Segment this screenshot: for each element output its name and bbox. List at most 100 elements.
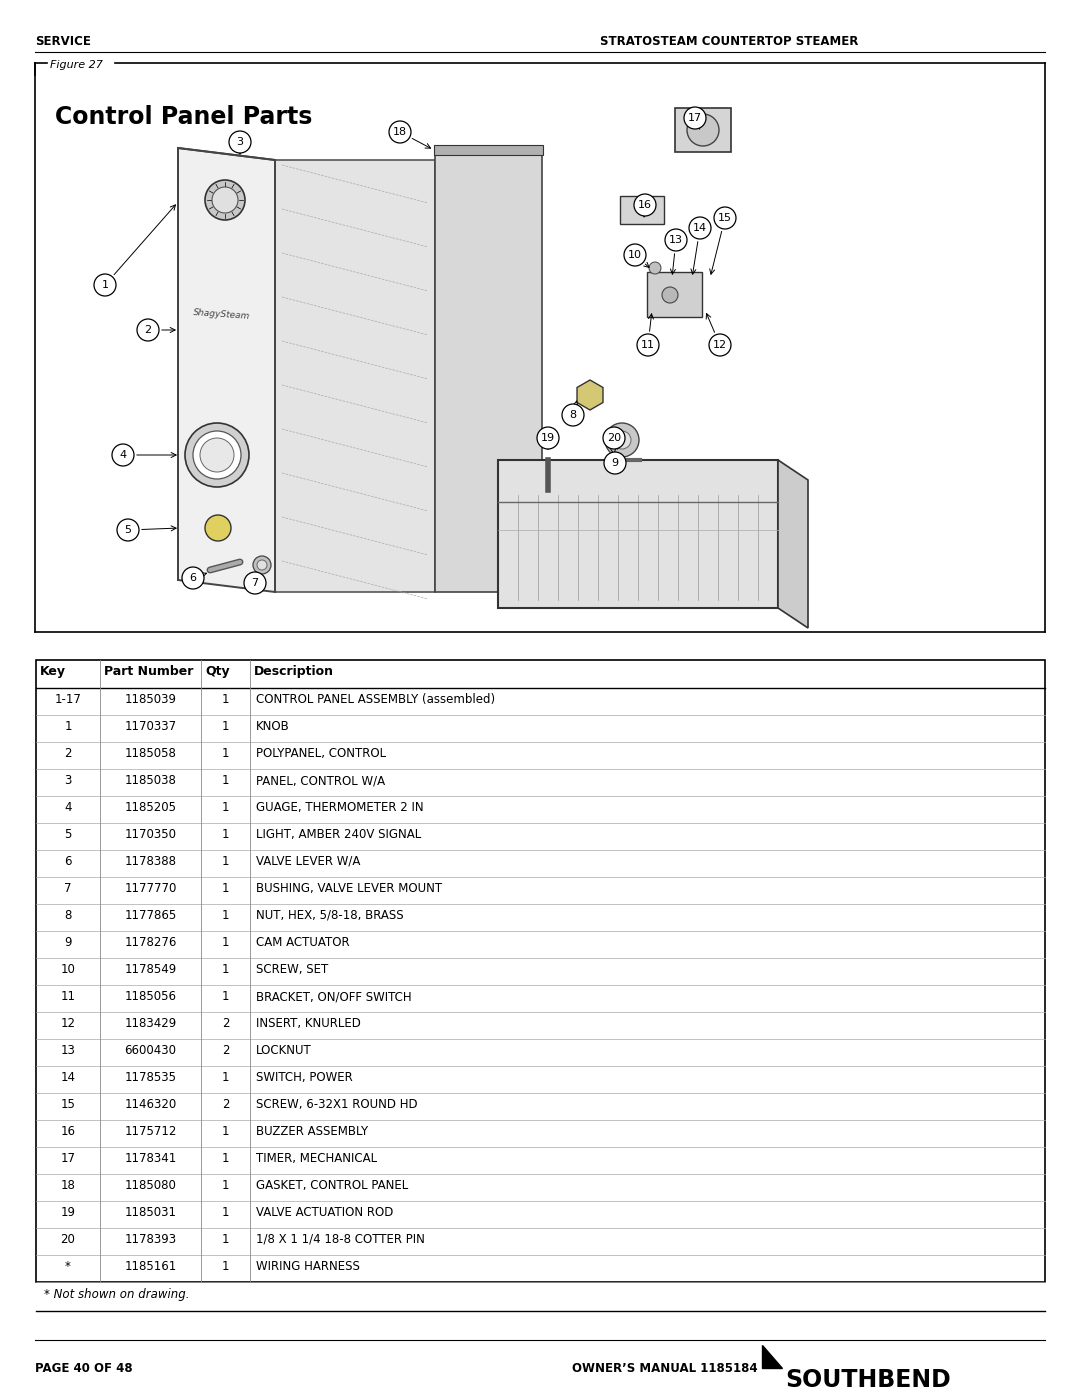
Text: 19: 19 bbox=[541, 433, 555, 443]
Text: 1: 1 bbox=[221, 828, 229, 841]
Text: 7: 7 bbox=[64, 882, 71, 895]
Bar bbox=[620, 196, 664, 224]
Text: 1185080: 1185080 bbox=[124, 1179, 176, 1192]
Circle shape bbox=[603, 427, 625, 448]
Text: SCREW, SET: SCREW, SET bbox=[256, 963, 328, 977]
Circle shape bbox=[112, 444, 134, 467]
Text: 9: 9 bbox=[64, 936, 71, 949]
Text: 20: 20 bbox=[607, 433, 621, 443]
Circle shape bbox=[212, 187, 238, 212]
Text: 1183429: 1183429 bbox=[124, 1017, 177, 1030]
Circle shape bbox=[604, 453, 626, 474]
Circle shape bbox=[634, 194, 656, 217]
Text: 11: 11 bbox=[60, 990, 76, 1003]
Text: 2: 2 bbox=[145, 326, 151, 335]
Text: GUAGE, THERMOMETER 2 IN: GUAGE, THERMOMETER 2 IN bbox=[256, 800, 423, 814]
Circle shape bbox=[229, 131, 251, 154]
Circle shape bbox=[665, 229, 687, 251]
Text: POLYPANEL, CONTROL: POLYPANEL, CONTROL bbox=[256, 747, 387, 760]
Text: 6600430: 6600430 bbox=[124, 1044, 176, 1058]
Circle shape bbox=[537, 427, 559, 448]
Text: 10: 10 bbox=[627, 250, 642, 260]
Text: 4: 4 bbox=[120, 450, 126, 460]
Text: 6: 6 bbox=[189, 573, 197, 583]
Text: 1: 1 bbox=[221, 1260, 229, 1273]
Text: 1178549: 1178549 bbox=[124, 963, 177, 977]
Text: 1185161: 1185161 bbox=[124, 1260, 177, 1273]
Text: 4: 4 bbox=[64, 800, 71, 814]
Text: 12: 12 bbox=[713, 339, 727, 351]
Text: *: * bbox=[65, 1260, 71, 1273]
Text: Figure 27: Figure 27 bbox=[50, 60, 103, 70]
Circle shape bbox=[117, 520, 139, 541]
Text: 1: 1 bbox=[221, 693, 229, 705]
Circle shape bbox=[389, 122, 411, 142]
Bar bbox=[647, 272, 702, 317]
Circle shape bbox=[183, 567, 204, 590]
Polygon shape bbox=[435, 148, 542, 592]
Text: 1: 1 bbox=[221, 800, 229, 814]
Text: 1: 1 bbox=[221, 1071, 229, 1084]
Text: SCREW, 6-32X1 ROUND HD: SCREW, 6-32X1 ROUND HD bbox=[256, 1098, 418, 1111]
Circle shape bbox=[708, 334, 731, 356]
Text: 1: 1 bbox=[221, 990, 229, 1003]
Text: 7: 7 bbox=[252, 578, 258, 588]
Text: 1: 1 bbox=[221, 774, 229, 787]
Bar bbox=[36, 659, 1045, 1282]
Text: 9: 9 bbox=[611, 458, 619, 468]
Text: 1: 1 bbox=[221, 882, 229, 895]
Text: 5: 5 bbox=[124, 525, 132, 535]
Text: 1185056: 1185056 bbox=[124, 990, 176, 1003]
Text: 17: 17 bbox=[60, 1153, 76, 1165]
Text: 1170350: 1170350 bbox=[124, 828, 176, 841]
Text: 1178393: 1178393 bbox=[124, 1234, 176, 1246]
Text: 1170337: 1170337 bbox=[124, 719, 176, 733]
Text: 1: 1 bbox=[221, 1206, 229, 1220]
Text: TIMER, MECHANICAL: TIMER, MECHANICAL bbox=[256, 1153, 377, 1165]
Text: 2: 2 bbox=[221, 1098, 229, 1111]
Text: 14: 14 bbox=[693, 224, 707, 233]
Circle shape bbox=[689, 217, 711, 239]
Text: 18: 18 bbox=[393, 127, 407, 137]
Text: 1185039: 1185039 bbox=[124, 693, 176, 705]
Polygon shape bbox=[178, 148, 275, 592]
Text: 1-17: 1-17 bbox=[55, 693, 81, 705]
Text: VALVE LEVER W/A: VALVE LEVER W/A bbox=[256, 855, 361, 868]
Text: 15: 15 bbox=[718, 212, 732, 224]
Text: 1178276: 1178276 bbox=[124, 936, 177, 949]
Text: 1: 1 bbox=[221, 1179, 229, 1192]
Text: INSERT, KNURLED: INSERT, KNURLED bbox=[256, 1017, 361, 1030]
Circle shape bbox=[684, 108, 706, 129]
Circle shape bbox=[257, 560, 267, 570]
Text: CAM ACTUATOR: CAM ACTUATOR bbox=[256, 936, 350, 949]
Text: 1177865: 1177865 bbox=[124, 909, 177, 922]
Text: 15: 15 bbox=[60, 1098, 76, 1111]
Text: 1178341: 1178341 bbox=[124, 1153, 177, 1165]
Text: SWITCH, POWER: SWITCH, POWER bbox=[256, 1071, 353, 1084]
Text: 11: 11 bbox=[642, 339, 654, 351]
Text: Key: Key bbox=[40, 665, 66, 678]
Text: GASKET, CONTROL PANEL: GASKET, CONTROL PANEL bbox=[256, 1179, 408, 1192]
Circle shape bbox=[185, 423, 249, 488]
Polygon shape bbox=[275, 161, 435, 592]
Circle shape bbox=[94, 274, 116, 296]
Circle shape bbox=[193, 432, 241, 479]
Text: 8: 8 bbox=[569, 409, 577, 420]
Text: 1: 1 bbox=[221, 855, 229, 868]
Circle shape bbox=[649, 263, 661, 274]
Text: 1185038: 1185038 bbox=[124, 774, 176, 787]
Text: SERVICE: SERVICE bbox=[35, 35, 91, 47]
Text: 17: 17 bbox=[688, 113, 702, 123]
Text: SOUTHBEND: SOUTHBEND bbox=[785, 1368, 950, 1391]
Text: 18: 18 bbox=[60, 1179, 76, 1192]
Text: 1: 1 bbox=[221, 1125, 229, 1139]
Circle shape bbox=[137, 319, 159, 341]
Text: NUT, HEX, 5/8-18, BRASS: NUT, HEX, 5/8-18, BRASS bbox=[256, 909, 404, 922]
Text: KNOB: KNOB bbox=[256, 719, 289, 733]
Circle shape bbox=[562, 404, 584, 426]
Text: PAGE 40 OF 48: PAGE 40 OF 48 bbox=[35, 1362, 133, 1375]
Text: 1: 1 bbox=[221, 909, 229, 922]
Text: Qty: Qty bbox=[205, 665, 230, 678]
Circle shape bbox=[687, 115, 719, 147]
Text: BRACKET, ON/OFF SWITCH: BRACKET, ON/OFF SWITCH bbox=[256, 990, 411, 1003]
